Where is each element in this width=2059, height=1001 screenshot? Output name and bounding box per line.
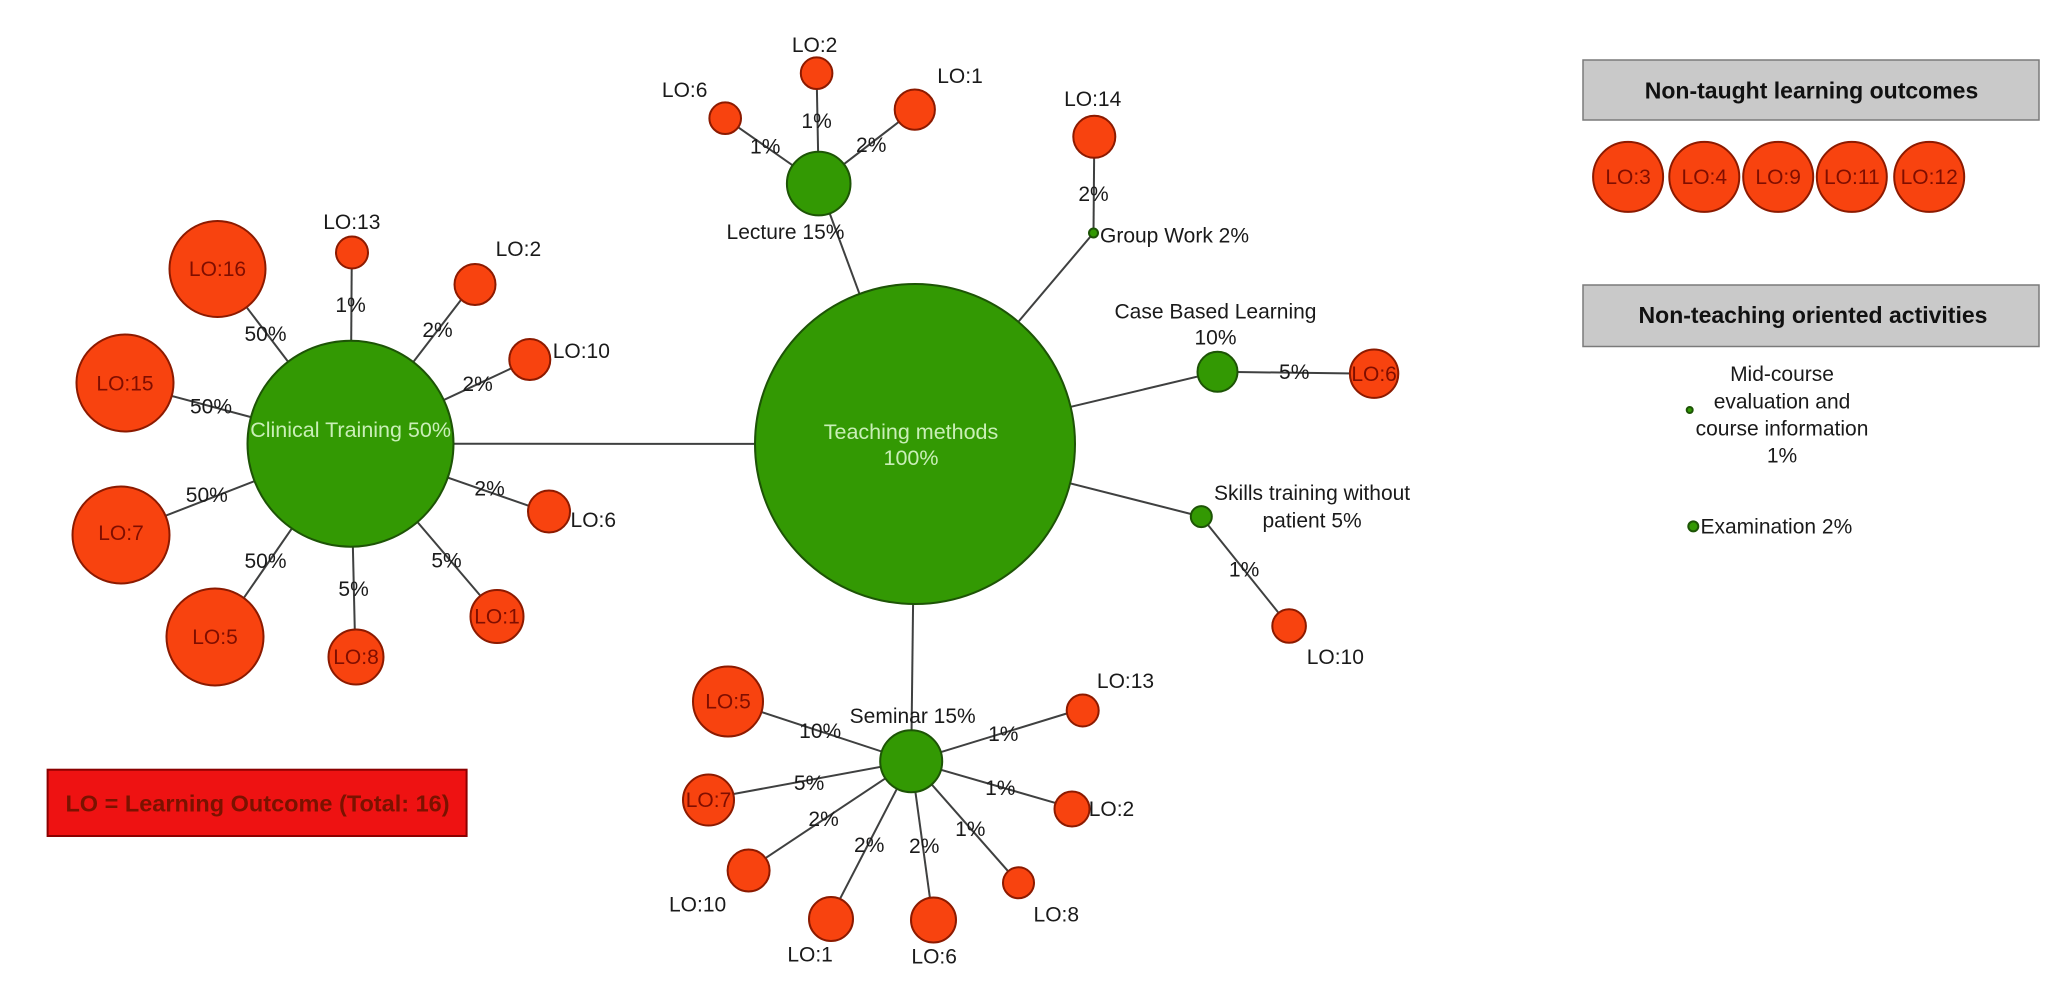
svg-text:1%: 1% — [335, 294, 365, 317]
svg-text:2%: 2% — [909, 835, 939, 858]
svg-text:Skills training without: Skills training without — [1214, 482, 1410, 505]
svg-text:2%: 2% — [422, 319, 452, 342]
svg-text:10%: 10% — [799, 720, 841, 743]
svg-text:LO:6: LO:6 — [1351, 363, 1397, 386]
svg-text:1%: 1% — [988, 723, 1018, 746]
svg-text:LO:1: LO:1 — [787, 944, 833, 967]
svg-text:patient 5%: patient 5% — [1262, 510, 1361, 533]
svg-text:Non-teaching oriented activiti: Non-teaching oriented activities — [1639, 302, 1988, 328]
svg-text:LO:5: LO:5 — [192, 626, 238, 649]
svg-text:Case Based Learning: Case Based Learning — [1115, 301, 1317, 324]
svg-text:5%: 5% — [1279, 361, 1309, 384]
svg-text:Lecture 15%: Lecture 15% — [727, 221, 845, 244]
svg-text:LO:11: LO:11 — [1824, 166, 1880, 189]
svg-text:LO:3: LO:3 — [1605, 166, 1651, 189]
svg-text:LO:15: LO:15 — [96, 373, 153, 396]
svg-text:1%: 1% — [1229, 559, 1259, 582]
svg-text:LO:8: LO:8 — [1034, 904, 1080, 927]
svg-text:course information: course information — [1696, 418, 1869, 441]
svg-text:LO:6: LO:6 — [662, 79, 708, 102]
svg-text:Examination 2%: Examination 2% — [1701, 516, 1853, 539]
svg-text:Seminar 15%: Seminar 15% — [850, 705, 976, 728]
svg-text:1%: 1% — [1767, 445, 1797, 468]
svg-text:LO = Learning Outcome (Total:: LO = Learning Outcome (Total: 16) — [65, 791, 449, 817]
svg-text:2%: 2% — [856, 134, 886, 157]
svg-text:Group Work 2%: Group Work 2% — [1100, 225, 1249, 248]
svg-text:50%: 50% — [244, 550, 286, 573]
svg-text:LO:2: LO:2 — [792, 34, 838, 57]
svg-text:LO:13: LO:13 — [1097, 670, 1154, 693]
svg-text:100%: 100% — [884, 446, 939, 470]
svg-text:50%: 50% — [190, 396, 232, 419]
svg-text:LO:4: LO:4 — [1682, 166, 1728, 189]
svg-text:LO:8: LO:8 — [333, 646, 379, 669]
svg-text:1%: 1% — [801, 110, 831, 133]
svg-text:2%: 2% — [474, 478, 504, 501]
svg-text:Mid-course: Mid-course — [1730, 363, 1834, 386]
svg-text:2%: 2% — [854, 834, 884, 857]
svg-text:2%: 2% — [462, 373, 492, 396]
svg-text:LO:7: LO:7 — [686, 789, 732, 812]
svg-text:LO:6: LO:6 — [571, 509, 617, 532]
svg-text:LO:2: LO:2 — [1089, 798, 1135, 821]
svg-text:LO:14: LO:14 — [1064, 88, 1122, 111]
svg-text:LO:1: LO:1 — [937, 65, 983, 88]
svg-text:LO:6: LO:6 — [911, 946, 957, 969]
svg-text:50%: 50% — [244, 323, 286, 346]
svg-text:LO:16: LO:16 — [189, 258, 246, 281]
svg-text:1%: 1% — [750, 136, 780, 159]
svg-text:5%: 5% — [794, 772, 824, 795]
svg-text:LO:10: LO:10 — [1307, 646, 1364, 669]
svg-text:LO:7: LO:7 — [98, 522, 144, 545]
svg-text:LO:1: LO:1 — [474, 606, 520, 629]
svg-text:LO:9: LO:9 — [1755, 166, 1801, 189]
svg-text:LO:10: LO:10 — [669, 894, 726, 917]
svg-text:Non-taught learning outcomes: Non-taught learning outcomes — [1645, 78, 1979, 104]
svg-text:5%: 5% — [431, 550, 461, 573]
svg-text:LO:10: LO:10 — [553, 340, 610, 363]
svg-text:10%: 10% — [1194, 327, 1236, 350]
svg-text:5%: 5% — [338, 578, 368, 601]
svg-text:Teaching methods: Teaching methods — [824, 420, 999, 444]
svg-text:2%: 2% — [808, 808, 838, 831]
svg-text:LO:12: LO:12 — [1901, 166, 1958, 189]
svg-text:2%: 2% — [1078, 183, 1108, 206]
svg-text:1%: 1% — [955, 818, 985, 841]
svg-text:50%: 50% — [186, 484, 228, 507]
svg-text:1%: 1% — [985, 777, 1015, 800]
svg-text:LO:2: LO:2 — [496, 238, 542, 261]
svg-text:LO:13: LO:13 — [323, 211, 380, 234]
svg-text:LO:5: LO:5 — [705, 691, 751, 714]
svg-text:Clinical Training 50%: Clinical Training 50% — [250, 418, 451, 442]
svg-text:evaluation and: evaluation and — [1714, 391, 1851, 414]
